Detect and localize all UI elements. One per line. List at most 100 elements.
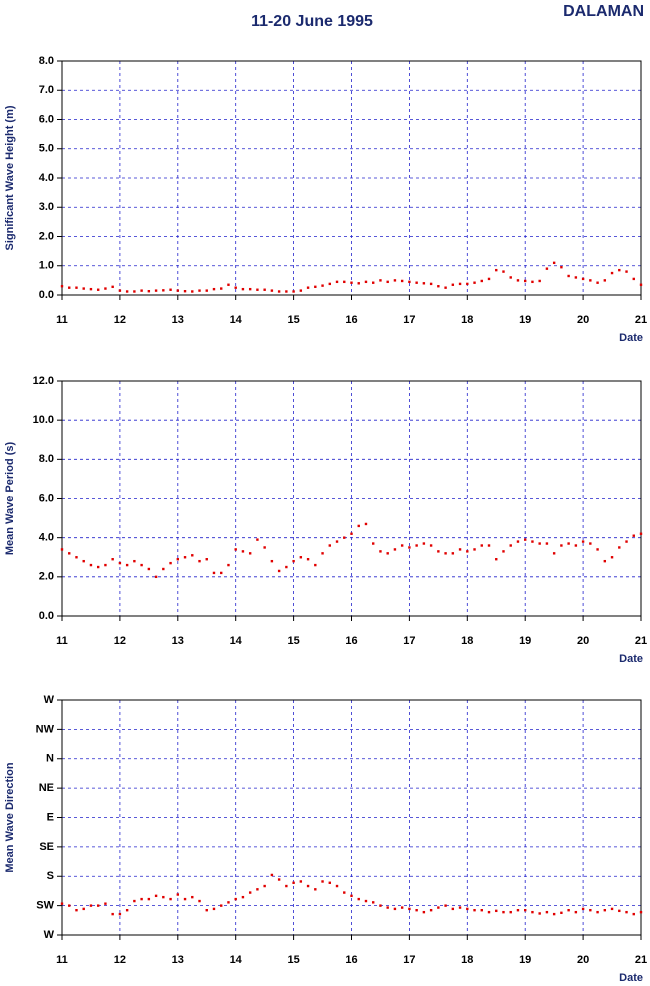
x-tick-label: 15 <box>287 954 299 966</box>
point <box>451 552 455 555</box>
point <box>125 908 129 912</box>
point <box>154 575 158 579</box>
x-tick-label: 20 <box>577 314 589 326</box>
x-tick-label: 16 <box>345 635 357 647</box>
point <box>560 266 563 269</box>
point <box>60 902 64 905</box>
y-tick-label: 12.0 <box>33 375 54 387</box>
point <box>581 907 585 911</box>
point <box>263 288 266 291</box>
point <box>487 277 491 281</box>
point <box>104 287 107 290</box>
point <box>350 281 353 284</box>
y-tick-label: 10.0 <box>33 414 54 426</box>
point <box>111 558 114 561</box>
point <box>596 281 599 284</box>
point <box>473 281 476 284</box>
point <box>176 289 179 292</box>
point <box>248 552 252 555</box>
point <box>198 899 201 903</box>
point <box>82 907 85 911</box>
point <box>480 908 483 912</box>
point <box>270 559 274 563</box>
x-tick-label: 11 <box>56 314 68 326</box>
point <box>263 546 266 549</box>
point <box>502 270 505 273</box>
y-tick-label: 2.0 <box>39 230 54 242</box>
x-tick-label: 19 <box>519 314 531 326</box>
y-tick-label: E <box>47 811 54 823</box>
point <box>618 546 621 549</box>
x-axis-label: Date <box>619 332 643 344</box>
point <box>372 901 375 904</box>
point <box>285 565 288 569</box>
point <box>60 285 64 288</box>
point <box>574 910 578 914</box>
point <box>372 281 375 284</box>
point <box>487 544 491 547</box>
point <box>162 895 165 899</box>
point <box>574 276 578 279</box>
x-tick-label: 15 <box>287 314 299 326</box>
point <box>104 563 107 567</box>
point <box>277 290 281 293</box>
point <box>154 289 158 292</box>
x-axis-label: Date <box>619 972 643 984</box>
point <box>285 884 288 888</box>
point <box>82 559 85 563</box>
point <box>480 279 483 283</box>
point <box>589 908 592 912</box>
point <box>625 910 628 914</box>
y-axis-label: Significant Wave Height (m) <box>4 105 16 250</box>
point <box>299 880 303 883</box>
point <box>422 282 426 285</box>
point <box>364 899 368 903</box>
x-tick-label: 13 <box>172 954 184 966</box>
x-tick-label: 13 <box>172 314 184 326</box>
point <box>400 279 404 283</box>
point <box>444 286 447 289</box>
point <box>68 904 71 907</box>
point <box>408 280 411 284</box>
point <box>234 286 237 289</box>
point <box>567 908 570 912</box>
point <box>314 285 317 289</box>
point <box>625 270 628 273</box>
point <box>574 544 578 547</box>
point <box>154 894 158 898</box>
station: DALAMAN <box>563 3 644 20</box>
point <box>524 279 527 283</box>
point <box>169 897 172 901</box>
point <box>545 910 549 914</box>
point <box>639 283 643 286</box>
point <box>96 904 100 907</box>
x-tick-label: 17 <box>403 314 415 326</box>
point <box>191 290 194 293</box>
point <box>248 891 252 894</box>
point <box>516 908 520 912</box>
point <box>444 904 447 907</box>
point <box>379 550 382 553</box>
point <box>495 558 498 561</box>
point <box>118 912 122 916</box>
point <box>277 569 281 573</box>
point <box>495 909 498 913</box>
x-tick-label: 12 <box>114 954 126 966</box>
point <box>618 909 621 913</box>
title: 11-20 June 1995 <box>251 13 373 30</box>
point <box>306 558 310 561</box>
point <box>596 548 599 551</box>
point <box>610 556 614 559</box>
point <box>321 284 324 287</box>
y-tick-label: 1.0 <box>39 260 54 272</box>
point <box>480 544 483 547</box>
point <box>75 286 78 289</box>
point <box>610 907 614 911</box>
point <box>429 908 433 912</box>
point <box>502 550 505 553</box>
point <box>552 912 556 916</box>
x-tick-label: 12 <box>114 635 126 647</box>
point <box>473 548 476 551</box>
point <box>169 561 172 565</box>
point <box>277 878 281 881</box>
